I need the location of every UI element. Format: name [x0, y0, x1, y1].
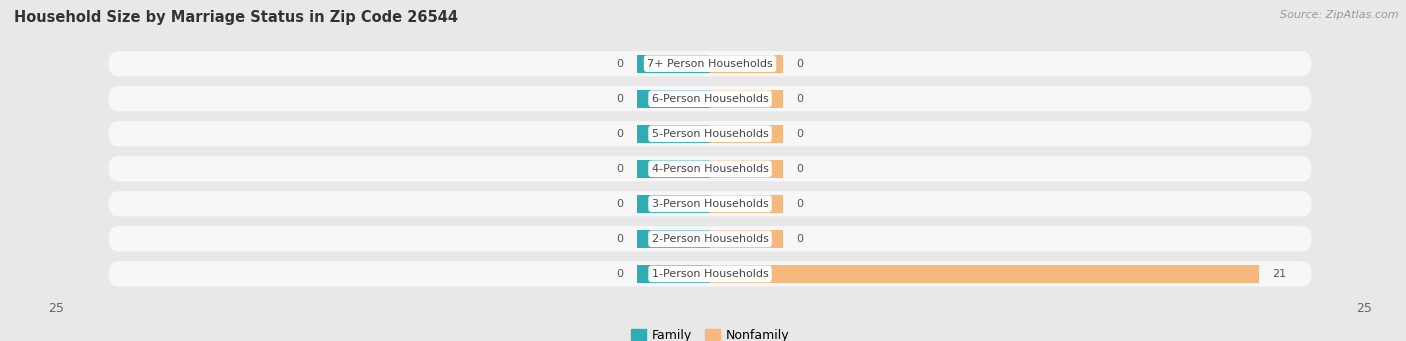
Text: 1-Person Households: 1-Person Households: [651, 269, 769, 279]
Text: 0: 0: [617, 129, 624, 139]
Bar: [710, 230, 783, 248]
Text: 0: 0: [617, 234, 624, 244]
Bar: [637, 195, 710, 213]
Bar: [710, 160, 783, 178]
Text: 0: 0: [796, 164, 803, 174]
FancyBboxPatch shape: [108, 156, 1312, 181]
Bar: [637, 90, 710, 108]
Text: 4-Person Households: 4-Person Households: [651, 164, 769, 174]
Bar: [710, 195, 783, 213]
FancyBboxPatch shape: [108, 191, 1312, 217]
Text: 0: 0: [617, 199, 624, 209]
Text: 0: 0: [796, 94, 803, 104]
FancyBboxPatch shape: [108, 51, 1312, 76]
Text: 0: 0: [796, 59, 803, 69]
Text: 0: 0: [617, 164, 624, 174]
Bar: [637, 265, 710, 283]
Text: 0: 0: [796, 234, 803, 244]
Text: Household Size by Marriage Status in Zip Code 26544: Household Size by Marriage Status in Zip…: [14, 10, 458, 25]
Text: Source: ZipAtlas.com: Source: ZipAtlas.com: [1281, 10, 1399, 20]
Text: 5-Person Households: 5-Person Households: [651, 129, 769, 139]
Text: 0: 0: [796, 199, 803, 209]
Bar: [710, 125, 783, 143]
Text: 6-Person Households: 6-Person Households: [651, 94, 769, 104]
FancyBboxPatch shape: [108, 261, 1312, 286]
Bar: [637, 55, 710, 73]
Text: 2-Person Households: 2-Person Households: [651, 234, 769, 244]
Bar: [637, 230, 710, 248]
Bar: [637, 125, 710, 143]
Text: 0: 0: [796, 129, 803, 139]
Bar: [710, 90, 783, 108]
Bar: [637, 160, 710, 178]
Text: 7+ Person Households: 7+ Person Households: [647, 59, 773, 69]
Bar: [710, 265, 1260, 283]
Bar: [710, 55, 783, 73]
FancyBboxPatch shape: [108, 226, 1312, 251]
Text: 3-Person Households: 3-Person Households: [651, 199, 769, 209]
Text: 21: 21: [1272, 269, 1286, 279]
Text: 0: 0: [617, 269, 624, 279]
FancyBboxPatch shape: [108, 86, 1312, 112]
Text: 0: 0: [617, 94, 624, 104]
FancyBboxPatch shape: [108, 121, 1312, 146]
Legend: Family, Nonfamily: Family, Nonfamily: [626, 324, 794, 341]
Text: 0: 0: [617, 59, 624, 69]
